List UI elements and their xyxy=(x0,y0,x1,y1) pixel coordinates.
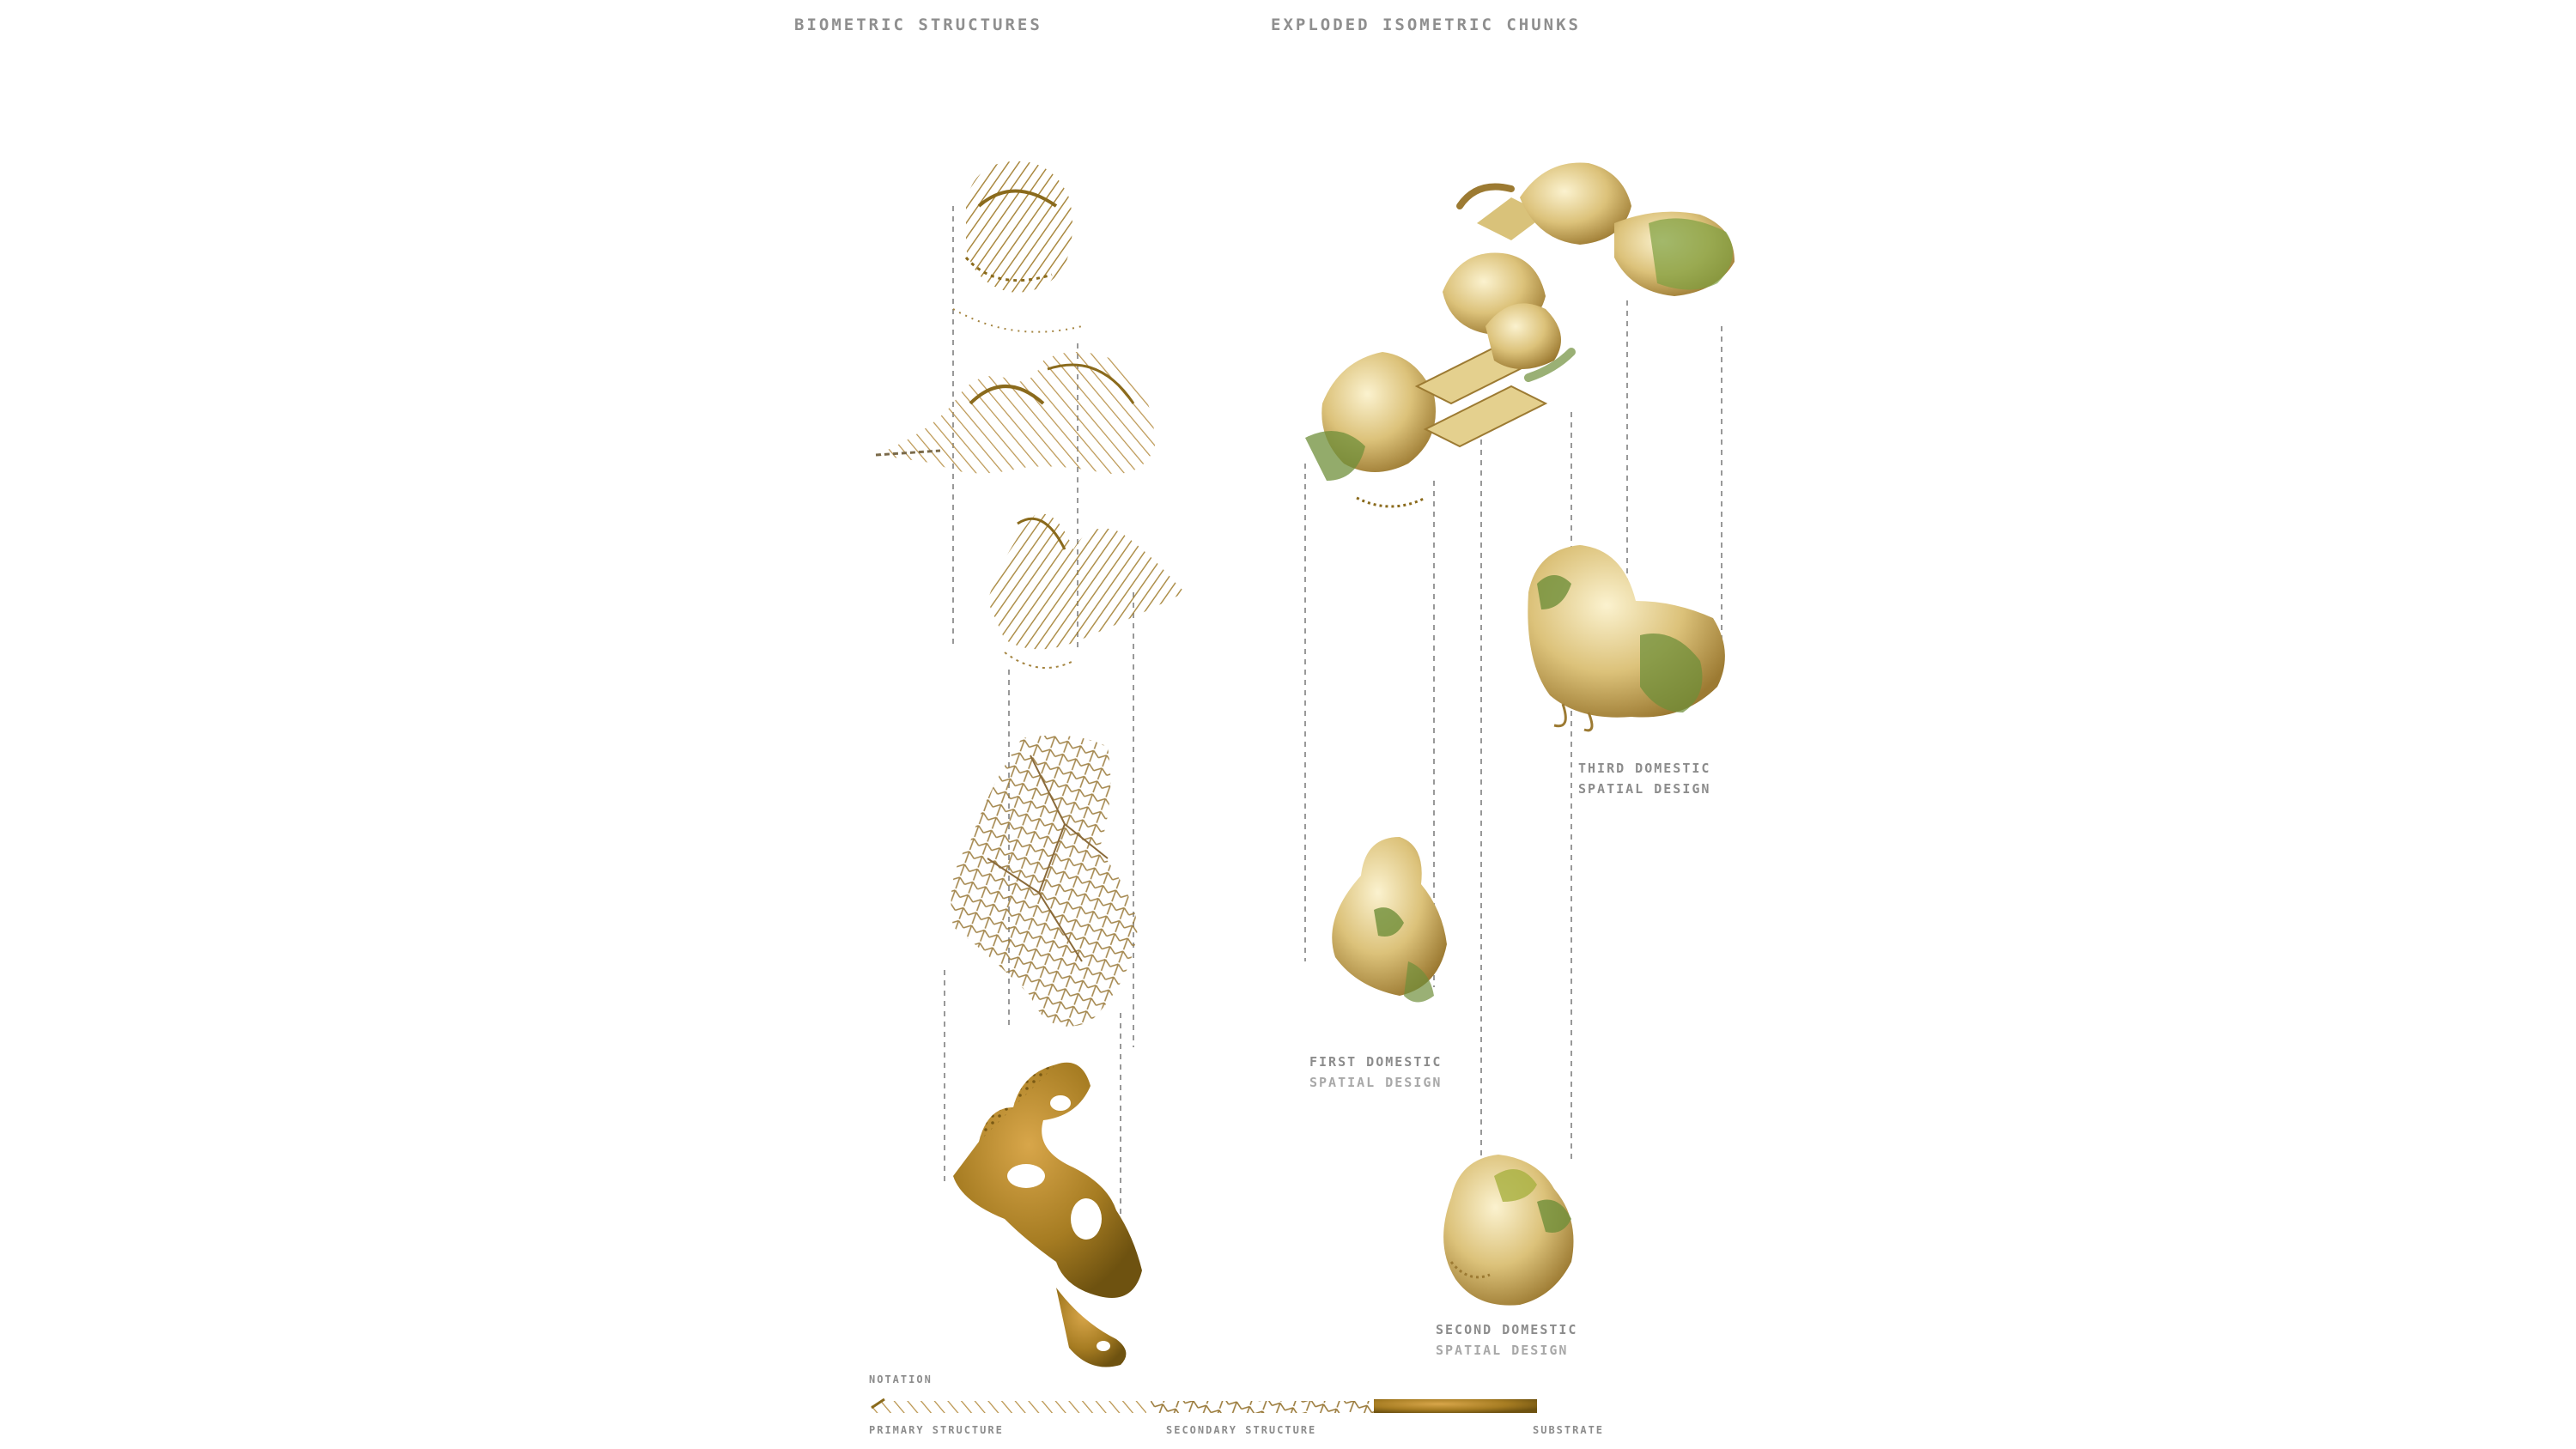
biometric-layer-3 xyxy=(987,513,1185,669)
annotation-second-domestic: SECOND DOMESTIC SPATIAL DESIGN xyxy=(1436,1319,1577,1361)
legend-heading: NOTATION xyxy=(869,1373,933,1385)
biometric-layer-5-substrate xyxy=(953,1062,1142,1367)
legend-primary-structure: PRIMARY STRUCTURE xyxy=(869,1424,1004,1436)
third-domestic-chunk xyxy=(1528,545,1725,732)
annotation-third-line1: THIRD DOMESTIC xyxy=(1578,761,1711,776)
annotation-second-line2: SPATIAL DESIGN xyxy=(1436,1343,1569,1358)
annotation-first-line2: SPATIAL DESIGN xyxy=(1309,1075,1443,1090)
annotation-third-line2: SPATIAL DESIGN xyxy=(1578,781,1711,797)
exploded-combined-chunk xyxy=(1305,162,1735,508)
notation-legend-strip xyxy=(871,1397,1537,1413)
biometric-layer-1 xyxy=(952,161,1083,333)
annotation-second-line1: SECOND DOMESTIC xyxy=(1436,1322,1578,1337)
second-domestic-chunk xyxy=(1443,1155,1574,1306)
biometric-layer-4 xyxy=(951,735,1138,1027)
annotation-first-line1: FIRST DOMESTIC xyxy=(1309,1054,1443,1070)
biometric-layer-2 xyxy=(875,352,1155,474)
legend-substrate: SUBSTRATE xyxy=(1533,1424,1605,1436)
legend-secondary-structure: SECONDARY STRUCTURE xyxy=(1166,1424,1317,1436)
annotation-third-domestic: THIRD DOMESTIC SPATIAL DESIGN xyxy=(1578,758,1710,799)
title-exploded-isometric-chunks: EXPLODED ISOMETRIC CHUNKS xyxy=(1271,15,1581,34)
title-biometric-structures: BIOMETRIC STRUCTURES xyxy=(794,15,1042,34)
right-dashed-guides xyxy=(1304,300,1722,1167)
annotation-first-domestic: FIRST DOMESTIC SPATIAL DESIGN xyxy=(1309,1052,1442,1093)
first-domestic-chunk xyxy=(1332,837,1447,1003)
